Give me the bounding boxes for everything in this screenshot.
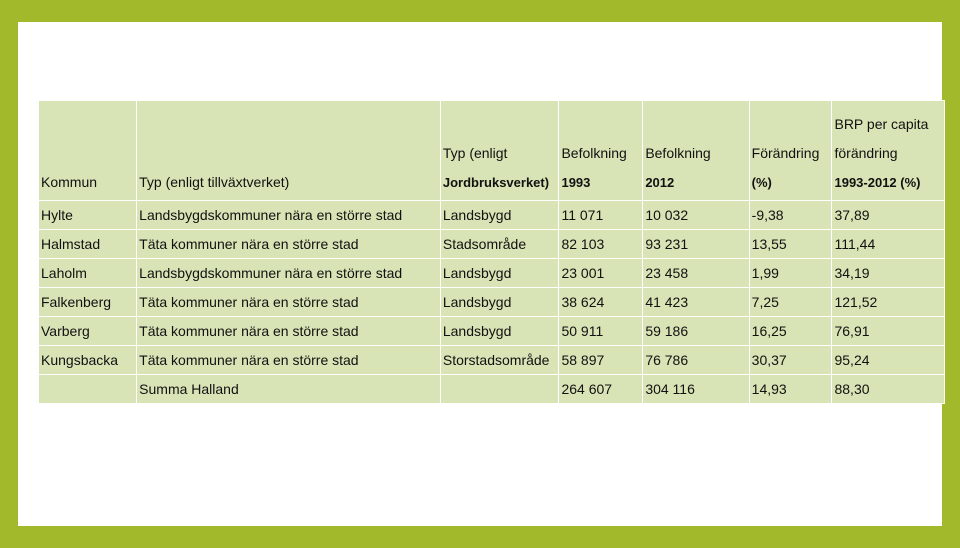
cell-bef2012: 93 231 <box>642 229 750 259</box>
cell-typ-jordbruk: Storstadsområde <box>439 345 560 375</box>
table-row: Hylte Landsbygdskommuner nära en större s… <box>37 200 945 230</box>
cell-bef1993: 11 071 <box>558 200 644 230</box>
cell-typ-tillvaxt: Täta kommuner nära en större stad <box>136 229 441 259</box>
cell-typ-tillvaxt: Landsbygdskommuner nära en större stad <box>136 258 441 288</box>
cell-bef2012: 76 786 <box>642 345 750 375</box>
cell-kommun: Laholm <box>37 258 138 288</box>
cell-brp: 121,52 <box>831 287 945 317</box>
cell-bef1993: 38 624 <box>558 287 644 317</box>
table-row: Halmstad Täta kommuner nära en större sta… <box>37 229 945 259</box>
cell-typ-jordbruk: Landsbygd <box>439 316 560 346</box>
cell-forandring: 14,93 <box>748 374 833 404</box>
cell-kommun: Kungsbacka <box>37 345 138 375</box>
cell-typ-tillvaxt: Landsbygdskommuner nära en större stad <box>136 200 441 230</box>
table-header-row: Kommun Typ (enligt tillväxtverket) Typ (… <box>37 100 945 201</box>
header-befolkning-2012: Befolkning 2012 <box>642 100 750 201</box>
header-forandring: Förändring (%) <box>748 100 833 201</box>
cell-bef1993: 23 001 <box>558 258 644 288</box>
cell-bef1993: 58 897 <box>558 345 644 375</box>
header-typ-tillvaxtverket: Typ (enligt tillväxtverket) <box>136 100 441 201</box>
table-row: Falkenberg Täta kommuner nära en större s… <box>37 287 945 317</box>
cell-typ-jordbruk: Landsbygd <box>439 200 560 230</box>
cell-bef2012: 10 032 <box>642 200 750 230</box>
cell-typ-tillvaxt: Täta kommuner nära en större stad <box>136 287 441 317</box>
cell-forandring: 1,99 <box>748 258 833 288</box>
header-typ-jordbruksverket: Typ (enligt Jordbruksverket) <box>439 100 560 201</box>
cell-typ-jordbruk: Stadsområde <box>439 229 560 259</box>
header-kommun: Kommun <box>37 100 138 201</box>
cell-typ-tillvaxt: Täta kommuner nära en större stad <box>136 316 441 346</box>
cell-brp: 37,89 <box>831 200 945 230</box>
cell-typ-tillvaxt: Summa Halland <box>136 374 441 404</box>
table-row: Varberg Täta kommuner nära en större stad… <box>37 316 945 346</box>
cell-bef2012: 23 458 <box>642 258 750 288</box>
cell-bef1993: 50 911 <box>558 316 644 346</box>
cell-brp: 111,44 <box>831 229 945 259</box>
kommun-table: Kommun Typ (enligt tillväxtverket) Typ (… <box>37 100 945 404</box>
cell-brp: 76,91 <box>831 316 945 346</box>
cell-forandring: -9,38 <box>748 200 833 230</box>
header-brp-per-capita: BRP per capita förändring 1993-2012 (%) <box>831 100 945 201</box>
cell-bef1993: 264 607 <box>558 374 644 404</box>
cell-forandring: 16,25 <box>748 316 833 346</box>
slide-page: Kommun Typ (enligt tillväxtverket) Typ (… <box>18 22 945 526</box>
cell-forandring: 30,37 <box>748 345 833 375</box>
table-row: Laholm Landsbygdskommuner nära en större … <box>37 258 945 288</box>
cell-bef1993: 82 103 <box>558 229 644 259</box>
cell-kommun: Varberg <box>37 316 138 346</box>
cell-kommun <box>37 374 138 404</box>
table-row: Kungsbacka Täta kommuner nära en större s… <box>37 345 945 375</box>
cell-typ-jordbruk: Landsbygd <box>439 287 560 317</box>
cell-brp: 34,19 <box>831 258 945 288</box>
cell-brp: 88,30 <box>831 374 945 404</box>
cell-forandring: 7,25 <box>748 287 833 317</box>
cell-bef2012: 59 186 <box>642 316 750 346</box>
cell-typ-jordbruk: Landsbygd <box>439 258 560 288</box>
cell-bef2012: 304 116 <box>642 374 750 404</box>
cell-typ-tillvaxt: Täta kommuner nära en större stad <box>136 345 441 375</box>
header-befolkning-1993: Befolkning 1993 <box>558 100 644 201</box>
cell-kommun: Hylte <box>37 200 138 230</box>
cell-kommun: Falkenberg <box>37 287 138 317</box>
cell-bef2012: 41 423 <box>642 287 750 317</box>
cell-forandring: 13,55 <box>748 229 833 259</box>
table-row: Summa Halland 264 607 304 116 14,93 88,30 <box>37 374 945 404</box>
cell-typ-jordbruk <box>439 374 560 404</box>
cell-kommun: Halmstad <box>37 229 138 259</box>
cell-brp: 95,24 <box>831 345 945 375</box>
